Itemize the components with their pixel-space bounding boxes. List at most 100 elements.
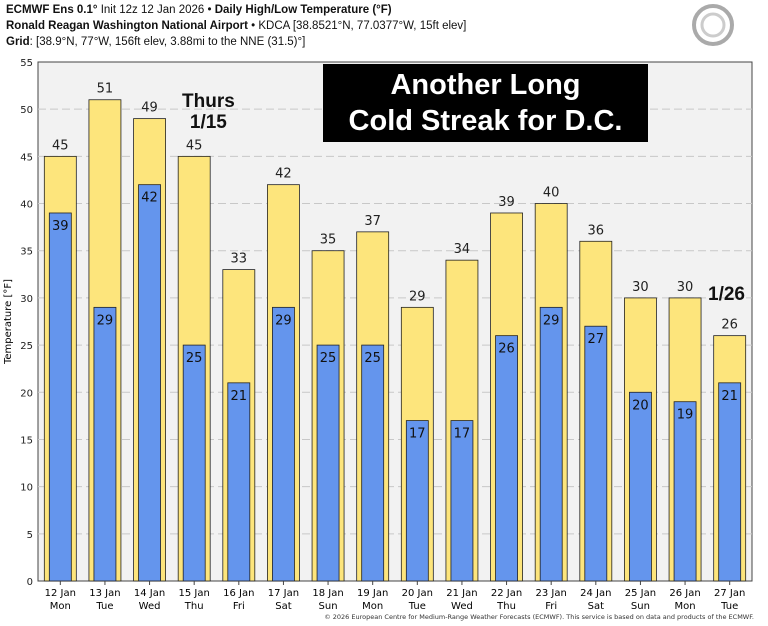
low-label: 25: [320, 351, 337, 366]
annotation-126: 1/26: [708, 284, 745, 305]
y-tick-label: 35: [20, 247, 33, 258]
low-label: 19: [677, 408, 694, 423]
low-label: 39: [52, 219, 69, 234]
low-bar: [227, 382, 251, 582]
x-tick-weekday: Mon: [362, 601, 383, 612]
low-bar: [361, 344, 385, 582]
x-tick-label: 20 Jan: [402, 588, 433, 599]
high-label: 49: [141, 101, 158, 116]
y-tick-label: 5: [27, 530, 33, 541]
low-bar: [272, 306, 295, 582]
x-tick-weekday: Mon: [675, 601, 696, 612]
x-tick-label: 17 Jan: [268, 588, 299, 599]
high-label: 26: [721, 318, 738, 333]
low-bar: [405, 420, 429, 582]
y-tick-label: 40: [20, 200, 33, 211]
high-label: 35: [320, 233, 337, 248]
x-tick-weekday: Tue: [95, 601, 113, 612]
low-label: 29: [97, 313, 114, 328]
x-tick-weekday: Wed: [451, 601, 473, 612]
low-bar: [182, 344, 206, 582]
low-bar: [93, 306, 117, 582]
high-label: 45: [52, 138, 69, 153]
x-tick-weekday: Tue: [720, 601, 738, 612]
x-tick-weekday: Sun: [319, 601, 338, 612]
low-bar: [138, 184, 161, 582]
annotation-thurs: Thurs 1/15: [182, 91, 235, 133]
low-label: 29: [275, 313, 292, 328]
high-label: 30: [632, 280, 649, 295]
x-tick-label: 19 Jan: [357, 588, 388, 599]
low-bar: [450, 420, 474, 582]
x-tick-weekday: Wed: [139, 601, 161, 612]
low-bar: [584, 325, 608, 582]
x-tick-weekday: Thu: [496, 601, 516, 612]
high-label: 29: [409, 289, 426, 304]
x-tick-label: 12 Jan: [45, 588, 76, 599]
high-label: 51: [97, 82, 114, 97]
x-tick-weekday: Sat: [275, 601, 291, 612]
x-tick-label: 16 Jan: [223, 588, 254, 599]
low-bar: [316, 344, 340, 582]
low-label: 21: [231, 389, 248, 404]
high-label: 39: [498, 195, 515, 210]
high-label: 33: [231, 252, 248, 267]
x-tick-weekday: Sun: [631, 601, 650, 612]
x-tick-label: 26 Jan: [669, 588, 700, 599]
y-tick-label: 50: [20, 105, 33, 116]
x-tick-weekday: Fri: [233, 601, 245, 612]
low-label: 17: [454, 427, 471, 442]
x-tick-label: 23 Jan: [536, 588, 567, 599]
x-tick-weekday: Mon: [50, 601, 71, 612]
low-bar: [495, 335, 518, 582]
low-bar: [629, 391, 652, 582]
y-tick-label: 25: [20, 341, 33, 352]
low-bar: [48, 212, 72, 582]
y-tick-label: 20: [20, 388, 33, 399]
high-label: 40: [543, 186, 560, 201]
low-bar: [718, 382, 742, 582]
high-label: 45: [186, 138, 203, 153]
y-tick-label: 15: [20, 435, 33, 446]
low-label: 21: [721, 389, 738, 404]
x-tick-label: 13 Jan: [89, 588, 120, 599]
low-bar: [673, 401, 697, 582]
x-tick-weekday: Tue: [408, 601, 426, 612]
x-tick-label: 27 Jan: [714, 588, 745, 599]
low-bar: [539, 306, 563, 582]
low-label: 26: [498, 342, 515, 357]
x-tick-weekday: Thu: [184, 601, 204, 612]
x-tick-label: 15 Jan: [179, 588, 210, 599]
high-label: 42: [275, 167, 292, 182]
low-label: 29: [543, 313, 560, 328]
low-label: 20: [632, 398, 649, 413]
x-tick-weekday: Fri: [545, 601, 557, 612]
y-tick-label: 55: [20, 58, 33, 69]
y-tick-label: 30: [20, 294, 33, 305]
overlay-title: Another Long Cold Streak for D.C.: [323, 64, 648, 142]
x-tick-weekday: Sat: [588, 601, 604, 612]
copyright-footer: © 2026 European Centre for Medium-Range …: [324, 613, 754, 621]
chart-header: ECMWF Ens 0.1° Init 12z 12 Jan 2026 • Da…: [6, 4, 467, 48]
high-label: 37: [364, 214, 381, 229]
y-tick-label: 0: [27, 577, 33, 588]
y-axis-label: Temperature [°F]: [3, 279, 14, 365]
y-tick-label: 45: [20, 152, 33, 163]
high-label: 36: [588, 223, 605, 238]
low-label: 17: [409, 427, 426, 442]
x-tick-label: 25 Jan: [625, 588, 656, 599]
high-label: 30: [677, 280, 694, 295]
low-label: 27: [588, 332, 605, 347]
x-tick-label: 18 Jan: [312, 588, 343, 599]
high-label: 34: [454, 242, 471, 257]
weatherbell-logo: [692, 4, 734, 46]
x-tick-label: 24 Jan: [580, 588, 611, 599]
low-label: 25: [364, 351, 381, 366]
x-tick-label: 14 Jan: [134, 588, 165, 599]
low-label: 42: [141, 191, 158, 206]
x-tick-label: 21 Jan: [446, 588, 477, 599]
low-label: 25: [186, 351, 203, 366]
x-tick-label: 22 Jan: [491, 588, 522, 599]
y-tick-label: 10: [20, 483, 33, 494]
